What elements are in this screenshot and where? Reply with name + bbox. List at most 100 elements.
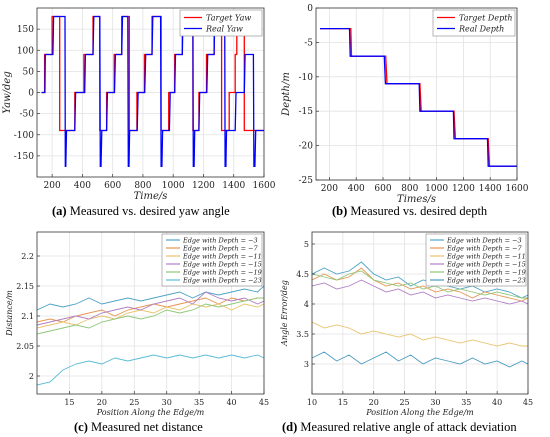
x-tick-label: 200 xyxy=(44,181,61,191)
caption-a: (a) Measured vs. desired yaw angle xyxy=(52,204,230,219)
series-line-6 xyxy=(37,354,264,386)
legend-label: Real Yaw xyxy=(205,25,243,34)
y-axis-label: Yaw/deg xyxy=(2,71,13,113)
legend-label: Edge with Depth = −19 xyxy=(446,269,526,277)
series-line-3 xyxy=(312,321,528,347)
x-tick-label: 40 xyxy=(226,398,236,407)
y-tick-label: 3 xyxy=(304,360,309,369)
series-line-6 xyxy=(312,351,528,368)
x-tick-label: 200 xyxy=(321,184,338,194)
panel-a-yaw-chart: 200 400 600 800 1000 1200 1400 1600 -150 -100 -50 0… xyxy=(2,7,276,202)
x-tick-label: 1600 xyxy=(506,184,529,194)
x-tick-label: 45 xyxy=(259,398,269,407)
series-line-5 xyxy=(37,297,264,335)
y-tick-label: -50 xyxy=(20,110,35,120)
x-tick-label: 15 xyxy=(338,398,348,407)
caption-b-tag: (b) xyxy=(332,204,348,218)
y-tick-label: 4.5 xyxy=(296,270,309,279)
y-tick-label: 2.2 xyxy=(21,252,34,261)
y-tick-label: 4 xyxy=(304,300,309,309)
x-tick-label: 400 xyxy=(348,184,365,194)
caption-b: (b) Measured vs. desired depth xyxy=(332,204,487,219)
legend-box xyxy=(161,233,263,287)
y-tick-label: 2 xyxy=(29,372,34,381)
y-tick-label: 2.15 xyxy=(16,282,34,291)
caption-c: (c) Measured net distance xyxy=(74,420,203,435)
y-tick-label: 0 xyxy=(307,4,313,14)
y-tick-label: 0 xyxy=(28,89,34,99)
legend-label: Edge with Depth = −7 xyxy=(182,245,259,253)
x-tick-label: 600 xyxy=(104,181,121,191)
legend-label: Edge with Depth = −11 xyxy=(182,253,262,261)
caption-a-tag: (a) xyxy=(52,204,67,218)
x-tick-label: 45 xyxy=(523,398,533,407)
x-tick-label: 30 xyxy=(162,398,172,407)
x-tick-label: 1000 xyxy=(162,181,185,191)
y-tick-label: 5 xyxy=(304,240,309,249)
x-tick-label: 20 xyxy=(97,398,107,407)
x-tick-label: 800 xyxy=(401,184,418,194)
series-line-1 xyxy=(312,261,528,299)
x-tick-label: 1400 xyxy=(222,181,245,191)
y-tick-label: 100 xyxy=(17,46,34,56)
panel-b-depth-chart: 200 400 600 800 1000 1200 1400 1600 -25 -20 -15 -10… xyxy=(281,4,529,205)
y-tick-label: 3.5 xyxy=(296,330,309,339)
y-tick-label: -100 xyxy=(14,131,34,141)
series-line-1 xyxy=(37,285,264,311)
x-tick-label: 35 xyxy=(194,398,204,407)
y-tick-label: -150 xyxy=(14,152,34,162)
axes-frame xyxy=(311,231,529,395)
y-tick-label: 2.05 xyxy=(16,342,34,351)
series-line-2 xyxy=(320,27,517,167)
x-axis-label: Position Along the Edge/m xyxy=(365,408,474,417)
y-tick-label: 150 xyxy=(17,25,34,35)
y-tick-label: -10 xyxy=(299,73,314,83)
legend-label: Target Yaw xyxy=(206,14,251,23)
legend-label: Edge with Depth = −7 xyxy=(446,245,523,253)
y-tick-label: 50 xyxy=(23,67,35,77)
x-tick-label: 35 xyxy=(461,398,471,407)
series-line-4 xyxy=(312,279,528,305)
legend-box xyxy=(179,9,263,37)
legend-label: Real Depth xyxy=(458,25,504,34)
axes-frame xyxy=(315,7,518,181)
x-axis-label: Position Along the Edge/m xyxy=(96,408,205,417)
y-tick-label: -20 xyxy=(299,142,314,152)
y-tick-label: -5 xyxy=(304,38,313,48)
x-tick-label: 1000 xyxy=(425,184,448,194)
series-line-4 xyxy=(37,291,264,326)
x-tick-label: 15 xyxy=(64,398,74,407)
panel-c-distance-chart: 15 20 25 30 35 40 45 2 2.05 2.1 2.15 2.2 Position Al… xyxy=(5,231,269,417)
legend-label: Edge with Depth = −23 xyxy=(446,277,526,285)
legend-label: Edge with Depth = −19 xyxy=(182,269,262,277)
x-tick-label: 600 xyxy=(374,184,391,194)
y-tick-label: -25 xyxy=(299,176,314,186)
legend-label: Edge with Depth = −15 xyxy=(446,261,526,269)
caption-c-tag: (c) xyxy=(74,420,88,434)
y-axis-label: Angle Error/deg xyxy=(280,280,289,347)
x-tick-label: 25 xyxy=(399,398,409,407)
caption-a-text: Measured vs. desired yaw angle xyxy=(66,204,230,218)
series-line-5 xyxy=(312,270,528,299)
series-line-2 xyxy=(41,15,264,168)
y-tick-label: 2.1 xyxy=(21,312,34,321)
x-tick-label: 25 xyxy=(129,398,139,407)
x-tick-label: 30 xyxy=(430,398,440,407)
y-axis-label: Distance/m xyxy=(5,290,14,337)
x-axis-label: Times/s xyxy=(397,194,436,205)
legend-label: Edge with Depth = −15 xyxy=(182,261,262,269)
legend-label: Edge with Depth = −11 xyxy=(446,253,526,261)
x-tick-label: 1600 xyxy=(253,181,276,191)
axes-frame xyxy=(36,231,265,395)
legend-label: Edge with Depth = −3 xyxy=(182,237,258,245)
y-tick-label: -15 xyxy=(299,107,314,117)
x-tick-label: 1200 xyxy=(192,181,215,191)
panel-d-angle-error-chart: 10 15 20 25 30 35 40 45 3 3.5 4 4.5 5 Position Along … xyxy=(280,231,533,417)
x-tick-label: 1400 xyxy=(479,184,502,194)
caption-d: (d) Measured relative angle of attack de… xyxy=(282,420,517,435)
legend-label: Target Depth xyxy=(459,14,513,23)
legend-label: Edge with Depth = −3 xyxy=(446,237,522,245)
legend-label: Edge with Depth = −23 xyxy=(182,277,262,285)
caption-d-text: Measured relative angle of attack deviat… xyxy=(297,420,517,434)
caption-d-tag: (d) xyxy=(282,420,298,434)
